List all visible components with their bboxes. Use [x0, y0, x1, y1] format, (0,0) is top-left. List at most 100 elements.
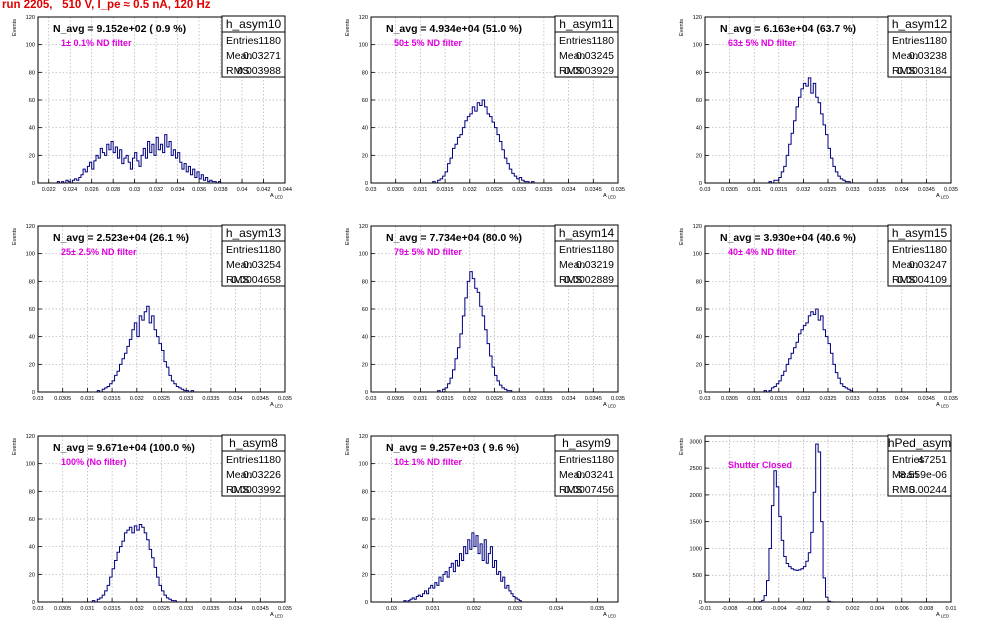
x-tick-label: 0.0345 [918, 396, 935, 402]
stats-label-entries: Entries [559, 244, 592, 256]
x-tick-label: 0.042 [257, 187, 271, 193]
x-tick-label: 0.0325 [486, 396, 503, 402]
x-tick-label: 0.0305 [54, 606, 71, 612]
y-tick-label: 0 [699, 181, 702, 187]
y-tick-label: 100 [26, 43, 35, 49]
stats-value-rms: 0.0002889 [564, 274, 614, 286]
y-tick-label: 120 [359, 434, 368, 440]
stats-value-rms: 0.003988 [237, 65, 281, 77]
filter-label: 79± 5% ND filter [394, 247, 462, 257]
y-tick-label: 0 [32, 390, 35, 396]
page-title: run 2205, 510 V, I_pe ≈ 0.5 nA, 120 Hz [2, 0, 211, 11]
y-tick-label: 80 [362, 279, 368, 285]
x-tick-label: 0.034 [895, 187, 909, 193]
stats-value-mean: 0.03238 [909, 50, 947, 62]
y-tick-label: 80 [362, 489, 368, 495]
x-axis-title: A LED [603, 402, 616, 409]
x-tick-label: 0.032 [130, 606, 144, 612]
stats-box [887, 15, 952, 78]
navg-label: N_avg = 9.152e+02 ( 0.9 %) [53, 23, 186, 35]
chart-panel-h_asym14: 0.03 0.0305 0.031 0.0315 0.032 0.0325 0.033 0.0… [345, 224, 625, 409]
stats-value-rms: 0.0003184 [897, 65, 947, 77]
x-tick-label: 0.0315 [770, 396, 787, 402]
stats-label-rms: RMS [892, 484, 915, 496]
histogram-name: h_asym9 [562, 436, 611, 450]
stats-value-rms: 0.0007456 [564, 484, 614, 496]
stats-value-rms: 0.0004658 [231, 274, 281, 286]
chart-panel-h_asym11: 0.03 0.0305 0.031 0.0315 0.032 0.0325 0.033 0.0… [345, 15, 625, 200]
x-tick-label: 0.0345 [585, 396, 602, 402]
x-tick-label: 0.0325 [153, 606, 170, 612]
x-tick-label: 0.03 [129, 187, 140, 193]
y-axis-title: Events [679, 228, 685, 245]
histogram-name: h_asym12 [892, 17, 948, 31]
chart-panel-hPed_asym: -0.01 -0.008 -0.006 -0.004 -0.002 0 0.002 0.004… [679, 434, 956, 619]
x-tick-label: 0.0315 [104, 606, 121, 612]
histogram-series [768, 77, 851, 184]
stats-label-mean: Mean [226, 50, 252, 62]
y-tick-label: 80 [29, 70, 35, 76]
histogram-name: hPed_asym [888, 436, 951, 450]
stats-label-entries: Entries [226, 35, 259, 47]
x-tick-label: 0.035 [278, 396, 292, 402]
x-tick-label: 0.034 [562, 187, 576, 193]
histogram-name: h_asym13 [226, 226, 282, 240]
x-tick-label: 0.0305 [721, 187, 738, 193]
stats-value-mean: 0.03241 [576, 469, 614, 481]
y-tick-label: 60 [362, 98, 368, 104]
stats-label-rms: RMS [559, 274, 582, 286]
y-tick-label: 40 [29, 545, 35, 551]
stats-value-rms: 0.00244 [909, 484, 947, 496]
stats-value-mean: -8.559e-06 [896, 469, 947, 481]
x-tick-label: 0.0315 [770, 187, 787, 193]
x-tick-label: 0.0335 [535, 187, 552, 193]
x-tick-label: 0.032 [463, 396, 477, 402]
y-tick-label: 0 [365, 390, 368, 396]
y-tick-label: 60 [29, 517, 35, 523]
x-tick-label: 0.03 [366, 187, 377, 193]
stats-value-entries: 1180 [924, 35, 947, 47]
x-tick-label: 0.022 [42, 187, 56, 193]
x-tick-label: 0.03 [33, 396, 44, 402]
stats-box [554, 15, 619, 78]
stats-value-mean: 0.03254 [243, 259, 281, 271]
y-tick-label: 100 [26, 462, 35, 468]
chart-panel-h_asym15: 0.03 0.0305 0.031 0.0315 0.032 0.0325 0.033 0.0… [679, 224, 958, 409]
y-tick-label: 60 [696, 307, 702, 313]
stats-label-mean: Mean [559, 469, 585, 481]
histogram-name: h_asym14 [559, 226, 615, 240]
y-axis-title: Events [679, 438, 685, 455]
x-tick-label: 0.0345 [918, 187, 935, 193]
x-axis-title: A LED [270, 612, 283, 619]
stats-box [221, 434, 286, 497]
x-axis-title: A LED [603, 193, 616, 200]
stats-box [887, 224, 952, 287]
x-tick-label: 0.0325 [486, 187, 503, 193]
navg-label: N_avg = 3.930e+04 (40.6 %) [720, 232, 856, 244]
y-tick-label: 80 [29, 279, 35, 285]
histogram-series [432, 99, 535, 184]
stats-label-mean: Mean [892, 259, 918, 271]
stats-value-entries: 1180 [258, 35, 281, 47]
stats-value-mean: 0.03245 [576, 50, 614, 62]
stats-box [221, 15, 286, 78]
y-axis-title: Events [345, 228, 351, 245]
x-tick-label: 0.0315 [437, 187, 454, 193]
x-tick-label: 0.034 [229, 396, 243, 402]
y-tick-label: 100 [26, 252, 35, 258]
y-tick-label: 120 [693, 15, 702, 21]
stats-label-rms: RMS [892, 274, 915, 286]
x-tick-label: 0.033 [846, 396, 860, 402]
y-tick-label: 40 [696, 335, 702, 341]
y-tick-label: 40 [29, 126, 35, 132]
histogram-name: h_asym8 [229, 436, 278, 450]
x-tick-label: 0.0305 [721, 396, 738, 402]
filter-label: 10± 1% ND filter [394, 457, 462, 467]
y-tick-label: 0 [32, 181, 35, 187]
filter-label: 1± 0.1% ND filter [61, 38, 132, 48]
x-tick-label: 0.035 [944, 396, 958, 402]
stats-box [221, 224, 286, 287]
y-tick-label: 80 [362, 70, 368, 76]
y-tick-label: 40 [362, 545, 368, 551]
x-tick-label: 0.034 [895, 396, 909, 402]
